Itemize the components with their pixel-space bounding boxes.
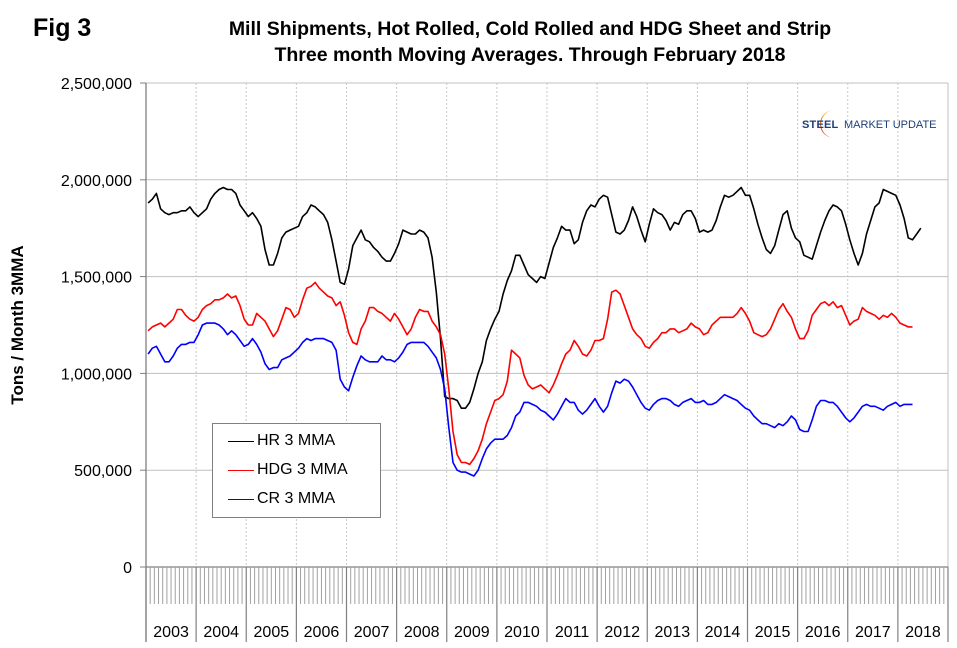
x-tick-label: 2008 — [404, 624, 440, 641]
x-tick-label: 2007 — [354, 624, 390, 641]
x-tick-label: 2010 — [504, 624, 540, 641]
x-tick-label: 2009 — [454, 624, 490, 641]
chart-subtitle: Three month Moving Averages. Through Feb… — [274, 44, 786, 66]
x-tick-label: 2011 — [555, 624, 590, 641]
x-tick-label: 2006 — [304, 624, 340, 641]
series-lines — [147, 186, 922, 477]
y-tick-label: 1,000,000 — [61, 366, 132, 383]
legend-swatch-cr — [228, 498, 254, 500]
series-line-hr-3-mma — [147, 186, 922, 410]
legend-swatch-hr — [228, 440, 254, 442]
chart-legend: HR 3 MMA HDG 3 MMA CR 3 MMA — [212, 423, 381, 518]
y-tick-labels: 0 500,000 1,000,000 1,500,000 2,000,000 2,500… — [61, 76, 132, 577]
x-tick-label: 2018 — [905, 624, 941, 641]
y-tick-label: 1,500,000 — [61, 270, 132, 287]
x-tick-label: 2015 — [755, 624, 791, 641]
chart-title: Mill Shipments, Hot Rolled, Cold Rolled … — [228, 18, 832, 40]
x-tick-label: 2016 — [805, 624, 841, 641]
legend-swatch-hdg — [228, 469, 254, 471]
legend-item-hdg: HDG 3 MMA — [213, 460, 348, 480]
series-line-hdg-3-mma — [147, 281, 913, 466]
x-tick-label: 2013 — [655, 624, 691, 641]
series-line-cr-3-mma — [147, 322, 913, 477]
x-tick-label: 2017 — [855, 624, 891, 641]
x-ticks: 2003 2004 2005 2006 2007 2008 2009 2010 2011 2012… — [145, 567, 949, 642]
y-tick-label: 0 — [123, 560, 132, 577]
logo-text-market-update: MARKET UPDATE — [844, 119, 937, 131]
x-tick-label: 2014 — [705, 624, 741, 641]
x-tick-label: 2004 — [203, 624, 239, 641]
legend-item-hr: HR 3 MMA — [213, 431, 335, 451]
figure-label: Fig 3 — [33, 14, 92, 42]
steel-market-update-logo: STEEL MARKET UPDATE — [798, 107, 938, 143]
x-tick-label: 2005 — [254, 624, 290, 641]
legend-label-hr: HR 3 MMA — [257, 432, 336, 449]
axes — [140, 82, 949, 642]
legend-label-hdg: HDG 3 MMA — [257, 461, 348, 478]
x-tick-label: 2003 — [153, 624, 189, 641]
y-tick-label: 2,000,000 — [61, 173, 132, 190]
legend-label-cr: CR 3 MMA — [257, 490, 336, 507]
y-tick-label: 2,500,000 — [61, 76, 132, 93]
y-tick-label: 500,000 — [74, 463, 132, 480]
logo-text-steel: STEEL — [802, 119, 839, 131]
legend-item-cr: CR 3 MMA — [213, 489, 335, 509]
x-tick-label: 2012 — [604, 624, 640, 641]
